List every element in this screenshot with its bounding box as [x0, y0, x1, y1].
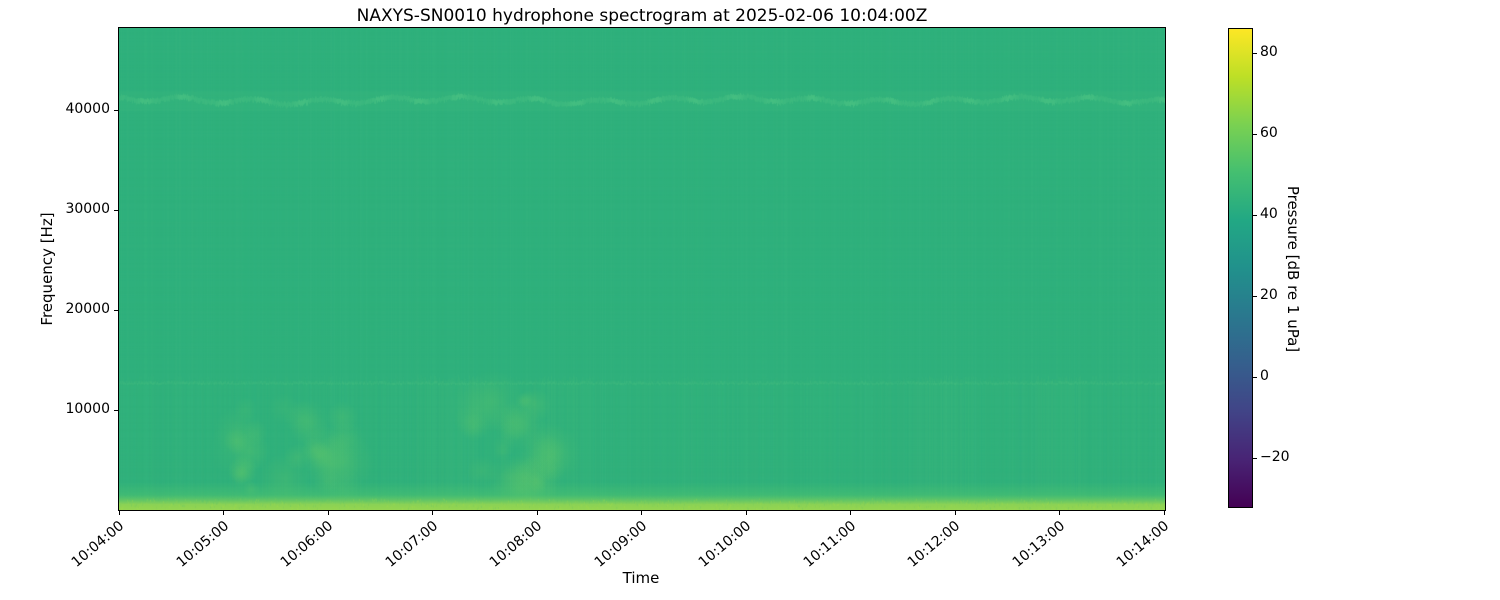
plot-area: [118, 27, 1166, 511]
colorbar-tick-label: 0: [1260, 368, 1269, 385]
x-tick-label-text: 10:04:00: [68, 518, 128, 571]
x-tick-mark: [1163, 511, 1165, 515]
y-tick-label: 10000: [65, 401, 110, 417]
x-tick-mark: [954, 511, 956, 515]
x-tick-mark: [1059, 511, 1060, 515]
x-axis-label: Time: [622, 569, 660, 587]
x-tick-label-text: 10:12:00: [904, 518, 964, 571]
colorbar-tick-label: 40: [1260, 206, 1278, 223]
x-tick-label-text: 10:05:00: [173, 518, 232, 571]
chart-title: NAXYS-SN0010 hydrophone spectrogram at 2…: [356, 6, 928, 26]
colorbar-tick-mark: [1253, 52, 1257, 54]
y-tick-label: 20000: [65, 301, 110, 317]
y-tick-label: 40000: [65, 101, 110, 117]
colorbar-tick-mark: [1253, 133, 1257, 135]
x-tick-label-text: 10:11:00: [800, 518, 859, 571]
x-tick-label-text: 10:08:00: [486, 518, 546, 571]
x-tick-mark: [118, 511, 120, 515]
x-tick-label-text: 10:07:00: [382, 518, 441, 571]
colorbar-tick-mark: [1253, 376, 1257, 378]
colorbar-tick-label: 80: [1260, 44, 1278, 61]
colorbar-tick-label: 20: [1260, 287, 1278, 304]
colorbar-tick-mark: [1253, 295, 1257, 297]
x-tick-mark: [641, 511, 642, 515]
x-tick-label-text: 10:14:00: [1113, 518, 1173, 571]
colorbar-tick-mark: [1253, 214, 1257, 216]
colorbar-label: Pressure [dB re 1 uPa]: [1284, 185, 1302, 353]
x-tick-label-text: 10:10:00: [695, 518, 755, 571]
x-tick-mark: [850, 511, 851, 515]
x-tick-mark: [432, 511, 433, 515]
y-tick-mark: [114, 309, 118, 311]
x-tick-mark: [327, 511, 329, 515]
x-tick-mark: [745, 511, 747, 515]
x-tick-label-text: 10:06:00: [277, 518, 337, 571]
x-tick-mark: [536, 511, 538, 515]
y-tick-label: 30000: [65, 201, 110, 217]
y-tick-mark: [114, 209, 118, 211]
y-tick-mark: [114, 409, 118, 411]
colorbar-tick-label: −20: [1260, 449, 1290, 466]
x-tick-label-text: 10:13:00: [1009, 518, 1068, 571]
colorbar: [1228, 28, 1253, 508]
colorbar-tick-mark: [1253, 457, 1257, 459]
x-tick-mark: [223, 511, 224, 515]
colorbar-tick-label: 60: [1260, 125, 1278, 142]
y-tick-mark: [114, 109, 118, 111]
x-tick-label-text: 10:09:00: [591, 518, 650, 571]
spectrogram-image: [119, 28, 1165, 510]
